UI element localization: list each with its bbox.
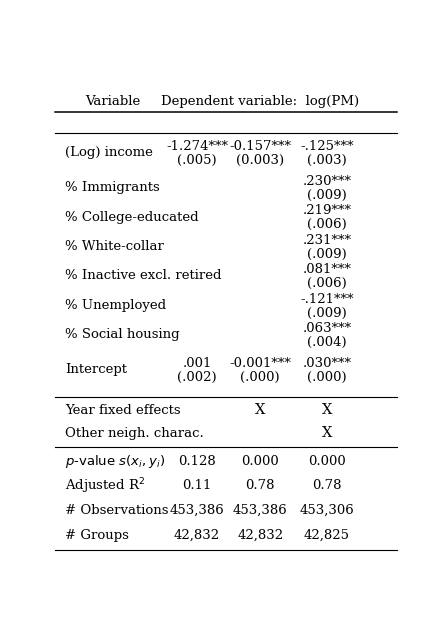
Text: .219***: .219***	[303, 204, 351, 217]
Text: (.009): (.009)	[307, 189, 347, 202]
Text: % College-educated: % College-educated	[65, 210, 199, 223]
Text: % White-collar: % White-collar	[65, 240, 164, 253]
Text: 453,386: 453,386	[233, 504, 288, 517]
Text: 42,832: 42,832	[237, 529, 283, 542]
Text: 0.000: 0.000	[241, 455, 279, 468]
Text: (Log) income: (Log) income	[65, 146, 153, 159]
Text: -.125***: -.125***	[300, 140, 354, 153]
Text: 0.11: 0.11	[182, 479, 212, 492]
Text: -0.001***: -0.001***	[229, 357, 291, 370]
Text: # Groups: # Groups	[65, 529, 129, 542]
Text: 453,306: 453,306	[299, 504, 354, 517]
Text: 42,825: 42,825	[304, 529, 350, 542]
Text: .063***: .063***	[302, 322, 351, 335]
Text: 453,386: 453,386	[170, 504, 224, 517]
Text: 42,832: 42,832	[174, 529, 220, 542]
Text: (.002): (.002)	[177, 371, 217, 384]
Text: .030***: .030***	[303, 357, 351, 370]
Text: % Immigrants: % Immigrants	[65, 181, 160, 194]
Text: X: X	[321, 404, 332, 418]
Text: X: X	[255, 404, 265, 418]
Text: 0.78: 0.78	[312, 479, 342, 492]
Text: (.009): (.009)	[307, 248, 347, 261]
Text: .001: .001	[182, 357, 212, 370]
Text: # Observations: # Observations	[65, 504, 169, 517]
Text: (.009): (.009)	[307, 307, 347, 320]
Text: $p$-value $s(x_i,y_i)$: $p$-value $s(x_i,y_i)$	[65, 453, 165, 470]
Text: .231***: .231***	[303, 234, 351, 247]
Text: X: X	[321, 426, 332, 440]
Text: (.006): (.006)	[307, 218, 347, 231]
Text: Variable: Variable	[86, 94, 141, 107]
Text: (0.003): (0.003)	[236, 154, 284, 167]
Text: Adjusted R$^2$: Adjusted R$^2$	[65, 476, 146, 495]
Text: (.004): (.004)	[307, 336, 347, 349]
Text: .081***: .081***	[303, 263, 351, 276]
Text: (.000): (.000)	[240, 371, 280, 384]
Text: .230***: .230***	[303, 175, 351, 188]
Text: (.003): (.003)	[307, 154, 347, 167]
Text: % Social housing: % Social housing	[65, 328, 180, 341]
Text: (.006): (.006)	[307, 278, 347, 291]
Text: (.005): (.005)	[177, 154, 217, 167]
Text: Year fixed effects: Year fixed effects	[65, 404, 181, 417]
Text: Dependent variable:  log(PM): Dependent variable: log(PM)	[161, 94, 359, 107]
Text: -1.274***: -1.274***	[166, 140, 228, 153]
Text: Other neigh. charac.: Other neigh. charac.	[65, 427, 204, 440]
Text: % Unemployed: % Unemployed	[65, 299, 167, 312]
Text: Intercept: Intercept	[65, 363, 127, 376]
Text: 0.78: 0.78	[246, 479, 275, 492]
Text: % Inactive excl. retired: % Inactive excl. retired	[65, 270, 222, 283]
Text: 0.000: 0.000	[308, 455, 346, 468]
Text: -0.157***: -0.157***	[229, 140, 291, 153]
Text: 0.128: 0.128	[178, 455, 216, 468]
Text: -.121***: -.121***	[300, 292, 354, 305]
Text: (.000): (.000)	[307, 371, 347, 384]
